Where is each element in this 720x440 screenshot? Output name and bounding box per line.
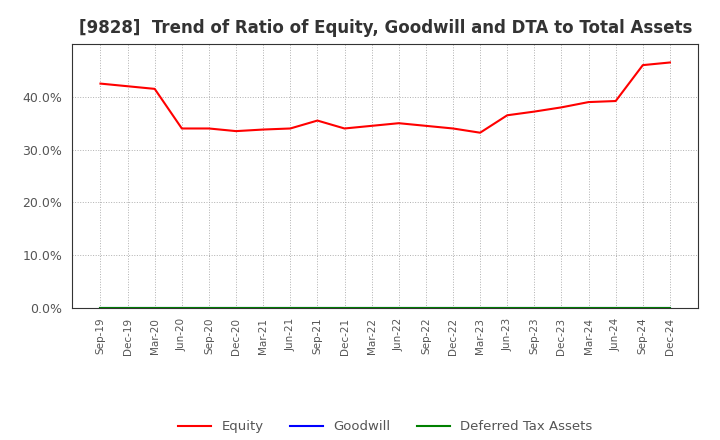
Goodwill [313,305,322,311]
Equity [232,128,240,134]
Equity [395,121,403,126]
Equity [313,118,322,123]
Deferred Tax Assets [367,305,376,311]
Deferred Tax Assets [503,305,511,311]
Goodwill [476,305,485,311]
Goodwill [178,305,186,311]
Deferred Tax Assets [557,305,566,311]
Goodwill [96,305,105,311]
Equity [96,81,105,86]
Title: [9828]  Trend of Ratio of Equity, Goodwill and DTA to Total Assets: [9828] Trend of Ratio of Equity, Goodwil… [78,19,692,37]
Deferred Tax Assets [96,305,105,311]
Equity [204,126,213,131]
Deferred Tax Assets [639,305,647,311]
Goodwill [530,305,539,311]
Goodwill [204,305,213,311]
Line: Equity: Equity [101,62,670,133]
Goodwill [557,305,566,311]
Equity [286,126,294,131]
Goodwill [665,305,674,311]
Equity [503,113,511,118]
Deferred Tax Assets [286,305,294,311]
Equity [150,86,159,92]
Equity [557,105,566,110]
Equity [178,126,186,131]
Goodwill [611,305,620,311]
Equity [341,126,349,131]
Goodwill [367,305,376,311]
Deferred Tax Assets [204,305,213,311]
Goodwill [503,305,511,311]
Equity [421,123,430,128]
Goodwill [150,305,159,311]
Equity [584,99,593,105]
Equity [476,130,485,136]
Equity [611,99,620,104]
Deferred Tax Assets [476,305,485,311]
Goodwill [232,305,240,311]
Deferred Tax Assets [584,305,593,311]
Equity [665,60,674,65]
Equity [449,126,457,131]
Goodwill [395,305,403,311]
Goodwill [123,305,132,311]
Deferred Tax Assets [449,305,457,311]
Deferred Tax Assets [665,305,674,311]
Equity [259,127,268,132]
Goodwill [449,305,457,311]
Deferred Tax Assets [611,305,620,311]
Equity [367,123,376,128]
Deferred Tax Assets [341,305,349,311]
Goodwill [341,305,349,311]
Goodwill [639,305,647,311]
Goodwill [421,305,430,311]
Goodwill [584,305,593,311]
Deferred Tax Assets [150,305,159,311]
Deferred Tax Assets [259,305,268,311]
Equity [123,84,132,89]
Goodwill [286,305,294,311]
Deferred Tax Assets [530,305,539,311]
Deferred Tax Assets [178,305,186,311]
Goodwill [259,305,268,311]
Deferred Tax Assets [421,305,430,311]
Deferred Tax Assets [123,305,132,311]
Legend: Equity, Goodwill, Deferred Tax Assets: Equity, Goodwill, Deferred Tax Assets [173,415,598,439]
Equity [639,62,647,68]
Deferred Tax Assets [232,305,240,311]
Equity [530,109,539,114]
Deferred Tax Assets [313,305,322,311]
Deferred Tax Assets [395,305,403,311]
